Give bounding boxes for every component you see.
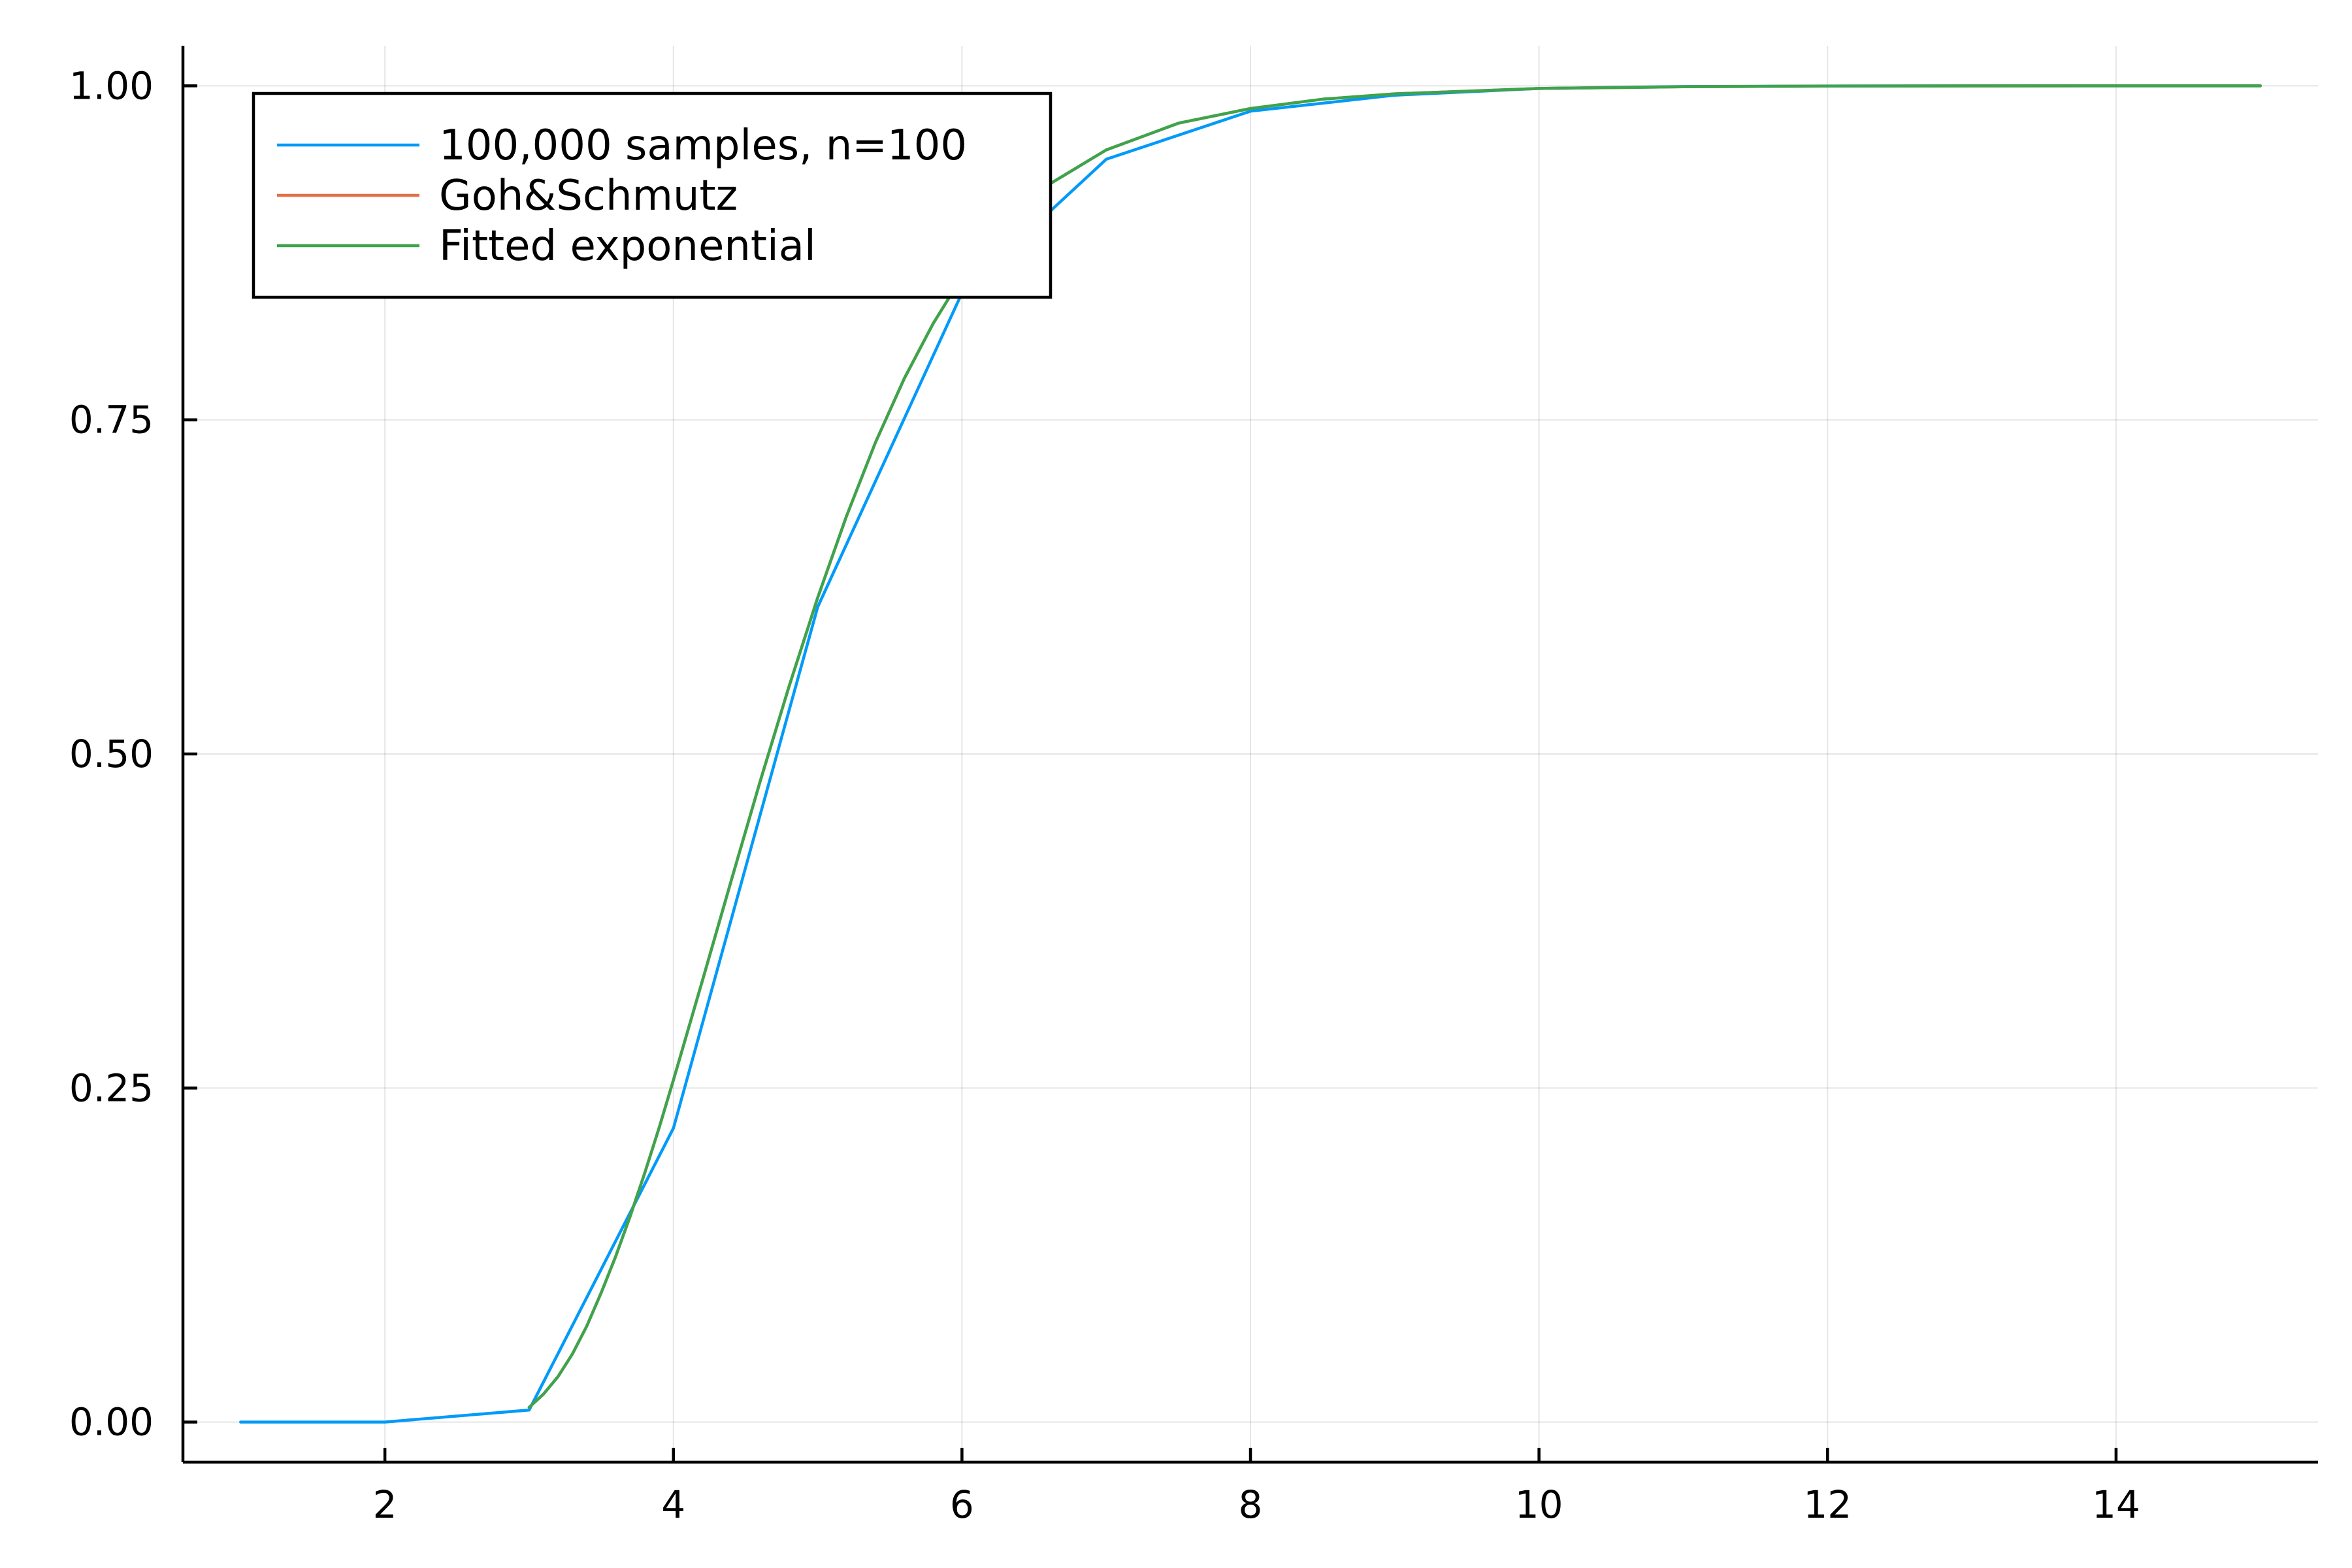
legend-label-0: 100,000 samples, n=100 xyxy=(439,122,967,170)
x-tick-label: 6 xyxy=(950,1482,974,1527)
series-lines xyxy=(239,84,2262,1424)
y-tick-label: 0.00 xyxy=(69,1400,154,1445)
x-tick-label: 2 xyxy=(373,1482,397,1527)
series-line-2 xyxy=(527,84,2262,1409)
y-tick-label: 0.25 xyxy=(69,1066,154,1110)
x-tick-label: 8 xyxy=(1239,1482,1263,1527)
y-tick-label: 0.75 xyxy=(69,398,154,442)
legend-label-1: Goh&Schmutz xyxy=(439,172,738,220)
legend: 100,000 samples, n=100Goh&SchmutzFitted … xyxy=(252,91,1053,299)
y-tick-label: 0.50 xyxy=(69,732,154,776)
y-tick-label: 1.00 xyxy=(69,63,154,108)
legend-label-2: Fitted exponential xyxy=(439,222,816,270)
x-tick-label: 14 xyxy=(2092,1482,2140,1527)
x-tick-label: 10 xyxy=(1515,1482,1563,1527)
x-tick-label: 4 xyxy=(661,1482,685,1527)
ticks: 2 4 6 8 10 12 14 0.00 0.25 0.50 0.75 1.00 xyxy=(69,63,2140,1527)
x-tick-label: 12 xyxy=(1803,1482,1852,1527)
